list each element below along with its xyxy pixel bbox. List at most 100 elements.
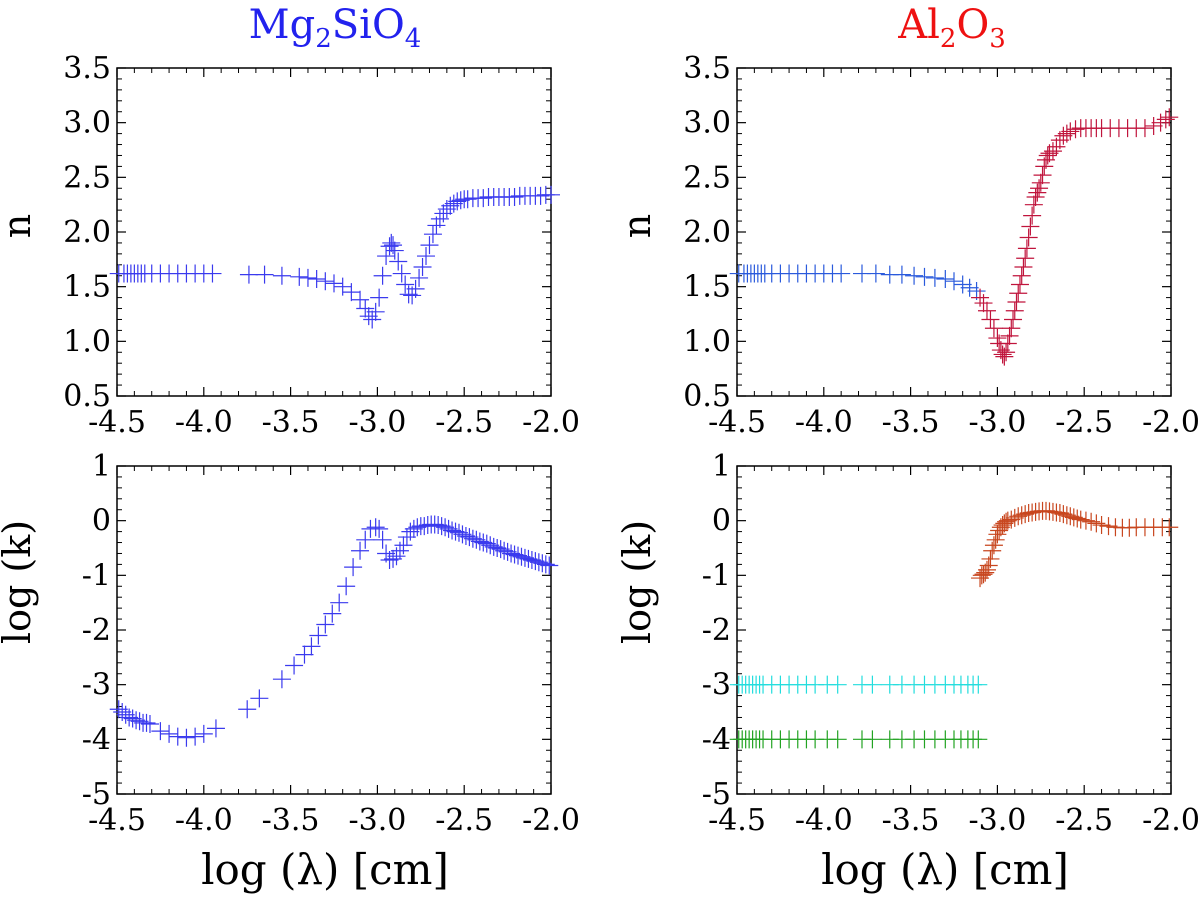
data-point	[380, 237, 399, 256]
data-point	[151, 722, 170, 741]
data-point	[915, 267, 934, 286]
data-point	[410, 268, 429, 287]
data-point	[998, 334, 1017, 353]
data-point	[356, 299, 375, 318]
data-point	[373, 530, 392, 549]
data-point	[981, 310, 1000, 329]
data-point	[363, 310, 382, 329]
data-point	[936, 270, 955, 289]
y-tick-label: 2.5	[683, 160, 731, 195]
data-point	[481, 536, 500, 555]
y-tick-label: 0.5	[63, 379, 111, 414]
title-mg2sio4-pre: Mg	[249, 2, 316, 48]
data-point	[337, 577, 356, 596]
data-point	[1144, 116, 1163, 135]
data-point	[1016, 505, 1035, 524]
data-point	[509, 546, 528, 565]
data-point	[316, 272, 335, 291]
y-axis-label: log (k)	[0, 520, 39, 644]
data-point	[463, 529, 482, 548]
data-point	[971, 569, 990, 588]
data-point	[502, 544, 521, 563]
data-point	[323, 604, 342, 623]
data-point	[206, 719, 225, 738]
data-point	[1000, 326, 1019, 345]
data-point	[203, 264, 222, 283]
data-point	[137, 713, 156, 732]
data-point	[404, 519, 423, 538]
data-point	[1057, 124, 1076, 143]
data-point	[444, 194, 463, 213]
data-point	[997, 512, 1016, 531]
data-point	[387, 547, 406, 566]
data-point	[960, 278, 979, 297]
data-point	[892, 265, 911, 284]
y-tick-label: -4	[702, 722, 731, 757]
data-point	[295, 645, 314, 664]
data-point	[377, 247, 396, 266]
data-point	[1026, 188, 1045, 207]
panel-mg-n: -4.5 -4.0 -3.5 -3.0 -2.5 -2.0 0.5 1.0 1.5 2.0 2.5 3…	[0, 51, 580, 440]
x-axis-label-right: log (λ) [cm]	[821, 845, 1069, 894]
data-point	[1087, 514, 1106, 533]
data-point	[302, 637, 321, 656]
y-tick-label: 1	[92, 449, 111, 484]
data-point	[1050, 504, 1069, 523]
data-point	[401, 522, 420, 541]
x-axis-label-left: log (λ) [cm]	[201, 845, 449, 894]
y-tick-label: -3	[702, 668, 731, 703]
data-point	[1002, 510, 1021, 529]
data-point	[385, 241, 404, 260]
series-al-n-1	[971, 108, 1179, 366]
data-point	[969, 730, 988, 749]
x-tick-label: -2.5	[1055, 405, 1113, 440]
data-point	[498, 542, 517, 561]
data-point	[432, 517, 451, 536]
data-point	[439, 519, 458, 538]
data-point	[969, 675, 988, 694]
data-point	[988, 525, 1007, 544]
data-point	[399, 285, 418, 304]
data-point	[397, 528, 416, 547]
series-al-k-1	[729, 730, 988, 749]
data-point	[515, 548, 534, 567]
plot-frame	[116, 67, 552, 397]
data-point	[130, 712, 149, 731]
data-point	[505, 545, 524, 564]
data-point	[186, 727, 205, 746]
data-point	[370, 519, 389, 538]
data-point	[127, 711, 146, 730]
data-point	[988, 329, 1007, 348]
y-tick-label: 0	[712, 504, 731, 539]
x-tick-label: -4.0	[795, 405, 853, 440]
data-point	[1004, 310, 1023, 329]
x-tick-label: -4.0	[175, 803, 233, 838]
data-point	[140, 715, 159, 734]
data-point	[116, 705, 135, 724]
data-point	[250, 689, 269, 708]
x-tick-label: -3.5	[882, 405, 940, 440]
data-point	[474, 189, 493, 208]
x-tick-label: -2.5	[1055, 803, 1113, 838]
data-point	[366, 518, 385, 537]
data-point	[1012, 506, 1031, 525]
data-point	[359, 307, 378, 326]
x-tick-label: -3.0	[968, 803, 1026, 838]
data-point	[972, 566, 991, 585]
y-tick-label: 0.5	[683, 379, 731, 414]
data-point	[990, 521, 1009, 540]
plot-frame	[736, 67, 1172, 397]
data-point	[1066, 120, 1085, 139]
data-point	[1009, 284, 1028, 303]
data-point	[351, 290, 370, 309]
data-point	[460, 528, 479, 547]
series-al-n-0	[729, 264, 986, 301]
series-mg-n-0	[109, 185, 560, 329]
data-point	[1092, 516, 1111, 535]
title-mg2sio4-sub2: 4	[405, 24, 422, 54]
y-tick-label: 3.0	[683, 106, 731, 141]
y-tick-label: 2.0	[63, 215, 111, 250]
data-point	[316, 615, 335, 634]
data-point	[423, 225, 442, 244]
